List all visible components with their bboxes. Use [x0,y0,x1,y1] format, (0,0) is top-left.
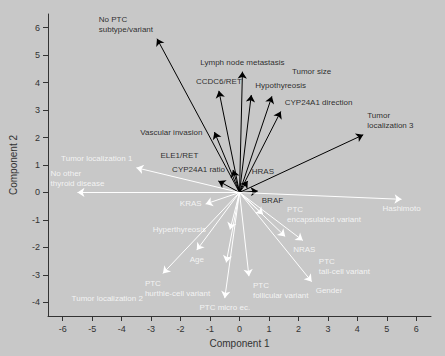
svg-text:NRAS: NRAS [293,245,315,254]
svg-text:BRAF: BRAF [262,196,283,205]
svg-text:PTC: PTC [145,279,161,288]
svg-text:2: 2 [296,324,301,334]
svg-text:-2: -2 [177,324,185,334]
svg-text:-2: -2 [32,242,40,252]
svg-text:4: 4 [35,78,40,88]
svg-text:0: 0 [237,324,242,334]
svg-text:PTC: PTC [253,281,269,290]
svg-text:HRAS: HRAS [252,167,274,176]
svg-text:1: 1 [35,160,40,170]
svg-text:CYP24A1 direction: CYP24A1 direction [285,98,353,107]
svg-text:CCDC6/RET: CCDC6/RET [196,77,242,86]
svg-text:Tumor localization 1: Tumor localization 1 [61,154,133,163]
svg-text:PTC: PTC [287,205,303,214]
svg-text:Tumor localization 2: Tumor localization 2 [72,294,144,303]
svg-text:Lymph node metastasis: Lymph node metastasis [200,58,284,67]
svg-text:3: 3 [325,324,330,334]
svg-text:-3: -3 [147,324,155,334]
svg-text:tall-cell variant: tall-cell variant [319,267,371,276]
svg-text:-1: -1 [32,215,40,225]
svg-text:No other: No other [51,169,82,178]
svg-text:3: 3 [35,105,40,115]
svg-text:-6: -6 [59,324,67,334]
svg-text:Tumor: Tumor [367,111,390,120]
svg-text:-4: -4 [118,324,126,334]
svg-text:No PTC: No PTC [99,15,128,24]
svg-text:Vascular invasion: Vascular invasion [140,128,202,137]
svg-text:0: 0 [35,187,40,197]
svg-text:hurthle-cell variant: hurthle-cell variant [145,289,211,298]
svg-text:4: 4 [355,324,360,334]
svg-text:Age: Age [190,255,205,264]
svg-text:KRAS: KRAS [180,199,202,208]
svg-text:PTC: PTC [319,257,335,266]
svg-text:thyroid disease: thyroid disease [51,179,105,188]
svg-text:Hypothyreosis: Hypothyreosis [255,81,306,90]
svg-text:5: 5 [384,324,389,334]
svg-text:1: 1 [266,324,271,334]
svg-text:localization 3: localization 3 [367,121,414,130]
svg-text:Gender: Gender [316,286,343,295]
svg-text:-4: -4 [32,297,40,307]
svg-text:ELE1/RET: ELE1/RET [160,151,198,160]
svg-text:subtype/variant: subtype/variant [99,25,154,34]
svg-text:Component 1: Component 1 [209,338,269,349]
svg-text:2: 2 [35,133,40,143]
svg-text:Tumor size: Tumor size [292,67,332,76]
svg-text:Hashimoto: Hashimoto [382,204,421,213]
svg-text:-5: -5 [88,324,96,334]
svg-text:6: 6 [414,324,419,334]
svg-text:Component 2: Component 2 [8,135,19,195]
svg-text:-1: -1 [206,324,214,334]
svg-text:CYP24A1 ratio: CYP24A1 ratio [172,165,225,174]
svg-text:6: 6 [35,23,40,33]
svg-text:5: 5 [35,50,40,60]
svg-text:follicular variant: follicular variant [253,291,309,300]
svg-text:PTC micro ec.: PTC micro ec. [199,303,250,312]
svg-text:-3: -3 [32,270,40,280]
svg-text:Hyperthyreosis: Hyperthyreosis [153,225,206,234]
svg-text:encapsulated variant: encapsulated variant [287,215,362,224]
